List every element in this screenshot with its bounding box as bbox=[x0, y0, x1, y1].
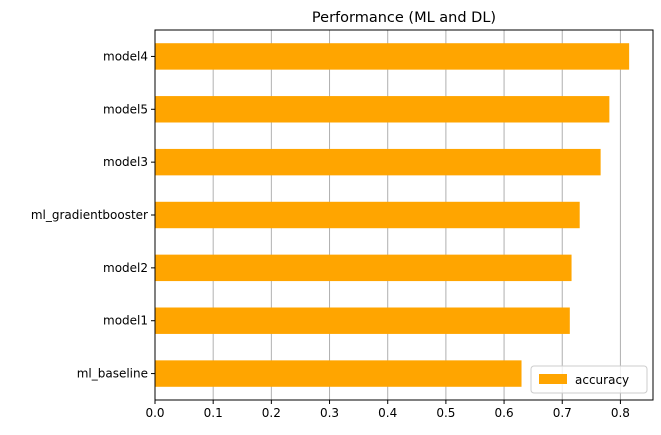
x-tick-label: 0.5 bbox=[436, 406, 455, 420]
legend-frame bbox=[530, 365, 648, 394]
y-axis: ml_baseline model1 model2 ml_gradientbooste… bbox=[31, 49, 155, 381]
x-tick-label: 0.3 bbox=[320, 406, 339, 420]
bar-ml_baseline bbox=[155, 360, 522, 387]
bar-model4 bbox=[155, 43, 630, 70]
bar-model2 bbox=[155, 254, 572, 282]
x-tick-label: 0.4 bbox=[378, 406, 397, 420]
bar-model5 bbox=[155, 96, 610, 123]
x-tick-label: 0.8 bbox=[611, 406, 630, 420]
chart-title: Performance (ML and DL) bbox=[312, 10, 496, 26]
legend: accuracy bbox=[530, 365, 648, 394]
bar-ml_gradientbooster bbox=[155, 201, 580, 229]
x-tick-label: 0.1 bbox=[204, 406, 223, 420]
y-tick-label: model2 bbox=[103, 261, 148, 275]
legend-swatch-accuracy bbox=[539, 374, 567, 384]
y-tick-label: model4 bbox=[103, 49, 148, 63]
y-tick-label: model5 bbox=[103, 102, 148, 116]
x-tick-label: 0.7 bbox=[553, 406, 572, 420]
bar-model1 bbox=[155, 307, 570, 334]
y-tick-label: model3 bbox=[103, 155, 148, 169]
y-tick-label: ml_gradientbooster bbox=[31, 208, 148, 222]
y-tick-label: model1 bbox=[103, 314, 148, 328]
legend-label-accuracy: accuracy bbox=[575, 373, 629, 387]
bar-model3 bbox=[155, 148, 601, 176]
bars-layer bbox=[155, 43, 630, 387]
x-axis: 0.0 0.1 0.2 0.3 0.4 0.5 0.6 0.7 0.8 bbox=[145, 400, 630, 420]
x-tick-label: 0.0 bbox=[145, 406, 164, 420]
x-tick-label: 0.2 bbox=[262, 406, 281, 420]
x-tick-label: 0.6 bbox=[495, 406, 514, 420]
y-tick-label: ml_baseline bbox=[77, 367, 148, 381]
